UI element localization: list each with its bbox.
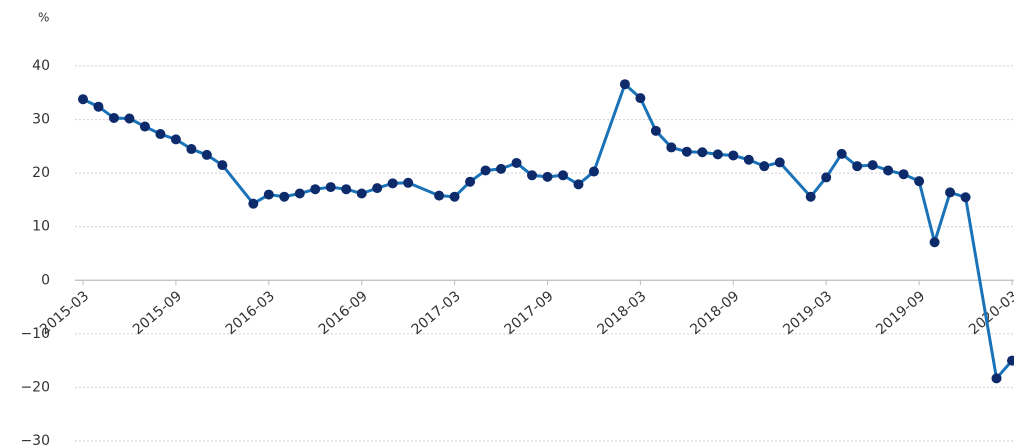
- y-tick-label: −10: [20, 326, 50, 342]
- point: [743, 154, 754, 165]
- y-axis-unit: %: [38, 11, 49, 25]
- point: [201, 149, 212, 160]
- y-tick-label: −30: [20, 433, 50, 448]
- x-tick-label: 2018-03: [594, 288, 649, 338]
- point: [635, 93, 646, 104]
- point: [728, 150, 739, 161]
- point: [821, 172, 832, 183]
- point: [170, 134, 181, 145]
- point: [325, 182, 336, 193]
- point: [1007, 355, 1014, 366]
- point: [496, 163, 507, 174]
- point: [139, 121, 150, 132]
- point: [403, 177, 414, 188]
- y-tick-label: 10: [32, 219, 50, 235]
- point: [929, 237, 940, 248]
- x-tick-label: 2018-09: [687, 288, 742, 338]
- point: [372, 183, 383, 194]
- y-tick-label: 30: [32, 112, 50, 128]
- point: [588, 166, 599, 177]
- x-tick-label: 2016-09: [316, 288, 371, 338]
- x-tick-label: 2015-03: [37, 288, 92, 338]
- point: [310, 184, 321, 195]
- point: [465, 176, 476, 187]
- x-tick-label: 2017-09: [502, 288, 557, 338]
- point: [666, 142, 677, 153]
- point: [991, 373, 1002, 384]
- point: [774, 157, 785, 168]
- point: [650, 125, 661, 136]
- point: [759, 161, 770, 172]
- point: [78, 94, 88, 105]
- point: [341, 184, 352, 195]
- point: [898, 169, 909, 180]
- point: [279, 191, 290, 202]
- x-tick-label: 2015-09: [130, 288, 185, 338]
- point: [217, 160, 228, 171]
- point: [914, 176, 925, 187]
- point: [511, 157, 522, 168]
- point: [557, 170, 568, 181]
- y-tick-label: 20: [32, 165, 50, 181]
- point: [155, 129, 166, 140]
- point: [619, 79, 630, 90]
- point: [480, 165, 491, 176]
- point: [542, 171, 553, 182]
- point: [93, 101, 104, 112]
- point: [356, 188, 367, 199]
- x-tick-label: 2016-03: [223, 288, 278, 338]
- point: [697, 147, 708, 158]
- x-tick-label: 2017-03: [409, 288, 464, 338]
- point: [434, 190, 445, 201]
- point: [294, 188, 305, 199]
- point: [124, 113, 135, 124]
- y-tick-label: −20: [20, 379, 50, 395]
- point: [945, 187, 956, 198]
- x-tick-label: 2019-09: [873, 288, 928, 338]
- x-tick-label: 2020-03: [966, 288, 1014, 338]
- point: [836, 148, 847, 159]
- point: [852, 161, 863, 172]
- point: [960, 192, 971, 203]
- point: [527, 170, 538, 181]
- point: [387, 178, 398, 189]
- point: [263, 189, 274, 200]
- x-tick-label: 2019-03: [780, 288, 835, 338]
- point: [712, 149, 723, 160]
- point: [805, 191, 816, 202]
- point: [248, 198, 259, 209]
- point: [449, 191, 460, 202]
- point: [681, 146, 692, 157]
- y-tick-label: 40: [32, 58, 50, 74]
- point: [867, 160, 878, 171]
- y-tick-label: 0: [41, 272, 50, 288]
- point: [108, 112, 119, 123]
- point: [186, 144, 197, 155]
- point: [573, 179, 584, 190]
- point: [883, 165, 894, 176]
